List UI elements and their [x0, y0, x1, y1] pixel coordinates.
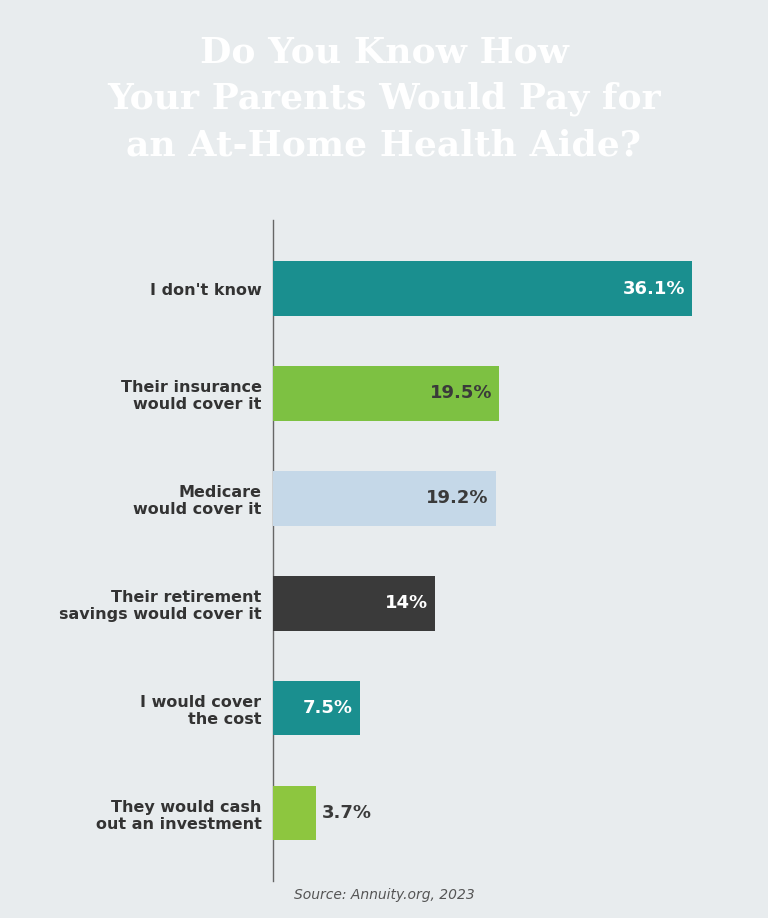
- Bar: [273, 471, 495, 526]
- Bar: [273, 681, 359, 735]
- Text: 7.5%: 7.5%: [303, 700, 353, 717]
- Bar: [273, 786, 316, 840]
- Bar: [273, 366, 499, 420]
- Text: 19.5%: 19.5%: [429, 385, 492, 402]
- Bar: [273, 262, 692, 316]
- Text: Source: Annuity.org, 2023: Source: Annuity.org, 2023: [293, 888, 475, 902]
- Text: Do You Know How
Your Parents Would Pay for
an At-Home Health Aide?: Do You Know How Your Parents Would Pay f…: [108, 35, 660, 162]
- Text: 14%: 14%: [386, 594, 429, 612]
- Text: 36.1%: 36.1%: [623, 279, 685, 297]
- Text: 19.2%: 19.2%: [426, 489, 488, 508]
- Bar: [273, 576, 435, 631]
- Text: 3.7%: 3.7%: [322, 804, 372, 823]
